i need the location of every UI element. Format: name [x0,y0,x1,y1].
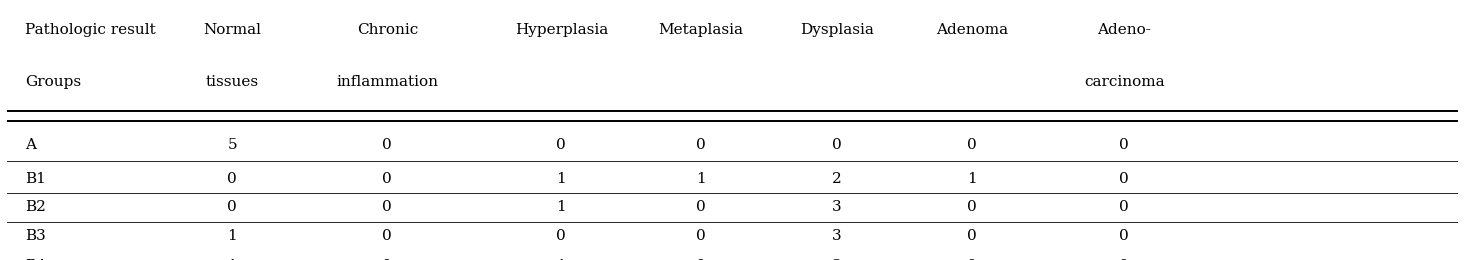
Text: 0: 0 [1119,172,1130,186]
Text: 0: 0 [832,138,842,152]
Text: 1: 1 [227,259,237,260]
Text: 0: 0 [382,259,393,260]
Text: 0: 0 [382,200,393,214]
Text: 0: 0 [696,229,706,243]
Text: Adeno-: Adeno- [1097,23,1151,37]
Text: 0: 0 [967,259,977,260]
Text: 0: 0 [967,200,977,214]
Text: 0: 0 [382,229,393,243]
Text: Metaplasia: Metaplasia [658,23,743,37]
Text: 1: 1 [696,172,706,186]
Text: 0: 0 [1119,259,1130,260]
Text: 2: 2 [832,172,842,186]
Text: Pathologic result: Pathologic result [25,23,155,37]
Text: 1: 1 [557,172,567,186]
Text: 0: 0 [696,138,706,152]
Text: 0: 0 [696,259,706,260]
Text: 3: 3 [832,229,842,243]
Text: 5: 5 [227,138,237,152]
Text: Normal: Normal [204,23,261,37]
Text: 0: 0 [227,200,237,214]
Text: Dysplasia: Dysplasia [800,23,873,37]
Text: 0: 0 [1119,229,1130,243]
Text: 0: 0 [967,229,977,243]
Text: Chronic: Chronic [356,23,418,37]
Text: Groups: Groups [25,75,81,89]
Text: B3: B3 [25,229,45,243]
Text: 1: 1 [227,229,237,243]
Text: 0: 0 [1119,138,1130,152]
Text: 3: 3 [832,200,842,214]
Text: 0: 0 [967,138,977,152]
Text: 1: 1 [557,200,567,214]
Text: 1: 1 [967,172,977,186]
Text: 3: 3 [832,259,842,260]
Text: A: A [25,138,35,152]
Text: B2: B2 [25,200,45,214]
Text: 0: 0 [557,229,567,243]
Text: inflammation: inflammation [337,75,438,89]
Text: B1: B1 [25,172,45,186]
Text: tissues: tissues [205,75,259,89]
Text: 0: 0 [1119,200,1130,214]
Text: 0: 0 [382,138,393,152]
Text: 0: 0 [227,172,237,186]
Text: Adenoma: Adenoma [936,23,1008,37]
Text: Hyperplasia: Hyperplasia [514,23,608,37]
Text: carcinoma: carcinoma [1084,75,1165,89]
Text: B4: B4 [25,259,45,260]
Text: 0: 0 [696,200,706,214]
Text: 0: 0 [382,172,393,186]
Text: 0: 0 [557,138,567,152]
Text: 1: 1 [557,259,567,260]
